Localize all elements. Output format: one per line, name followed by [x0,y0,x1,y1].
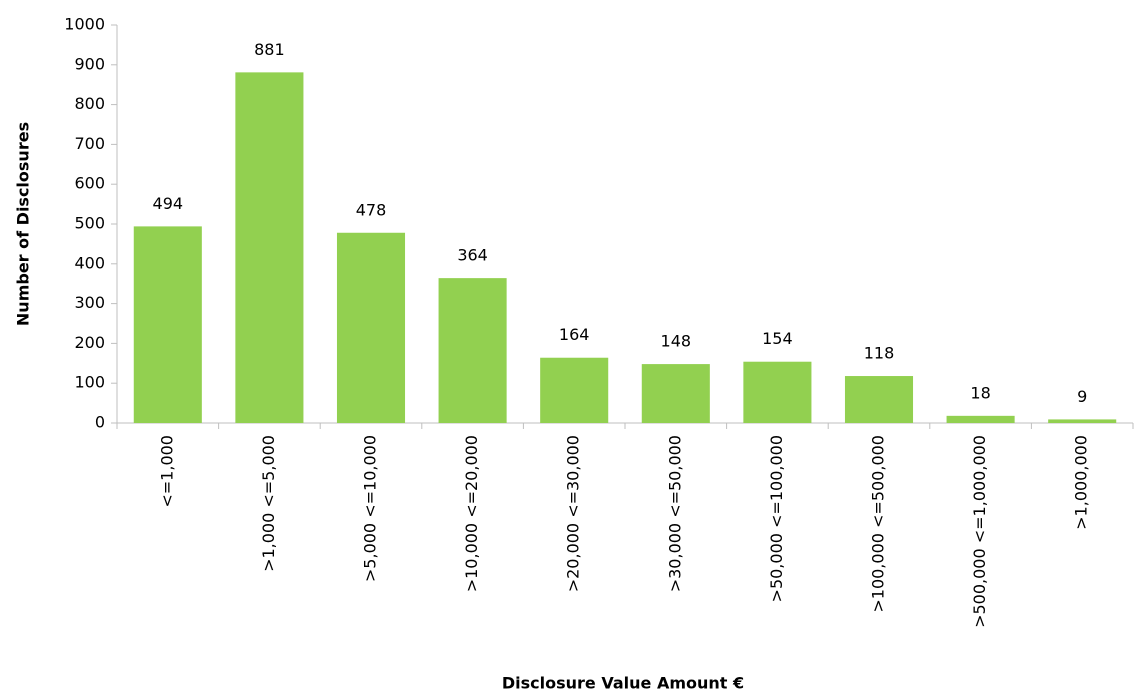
data-label: 164 [559,325,590,344]
y-tick-label: 200 [74,333,105,352]
bar [946,415,1015,423]
y-tick-label: 1000 [64,15,105,34]
x-tick-label: >1,000,000 [1072,435,1091,530]
y-tick-label: 100 [74,373,105,392]
data-label: 364 [457,246,488,265]
bar [641,364,710,423]
bar [743,361,812,423]
x-tick-label: >1,000 <=5,000 [259,435,278,572]
x-tick-label: <=1,000 [157,435,176,508]
x-axis-title: Disclosure Value Amount € [502,674,744,693]
y-axis-title: Number of Disclosures [14,122,33,326]
bar [844,376,914,423]
x-tick-label: >50,000 <=100,000 [767,435,786,602]
bar [438,278,507,423]
data-label: 148 [661,332,692,351]
x-tick-label: >100,000 <=500,000 [869,435,888,613]
data-label: 478 [356,200,387,219]
data-label: 881 [254,40,285,59]
y-tick-label: 800 [74,94,105,113]
bar [540,357,609,423]
x-tick-label: >5,000 <=10,000 [361,435,380,582]
x-tick-label: >20,000 <=30,000 [564,435,583,592]
data-label: 118 [864,344,895,363]
bar [235,72,304,423]
y-tick-label: 600 [74,174,105,193]
bar [336,232,406,423]
x-tick-label: >10,000 <=20,000 [462,435,481,592]
data-label: 9 [1077,387,1087,406]
data-label: 18 [970,383,990,402]
y-tick-label: 300 [74,293,105,312]
y-tick-label: 0 [95,413,105,432]
bar [1048,419,1117,423]
x-tick-label: >500,000 <=1,000,000 [970,435,989,628]
bar [133,226,202,423]
data-label: 494 [153,194,184,213]
x-tick-label: >30,000 <=50,000 [665,435,684,592]
y-tick-label: 400 [74,253,105,272]
y-tick-label: 900 [74,54,105,73]
y-tick-label: 500 [74,214,105,233]
data-label: 154 [762,329,793,348]
y-tick-label: 700 [74,134,105,153]
